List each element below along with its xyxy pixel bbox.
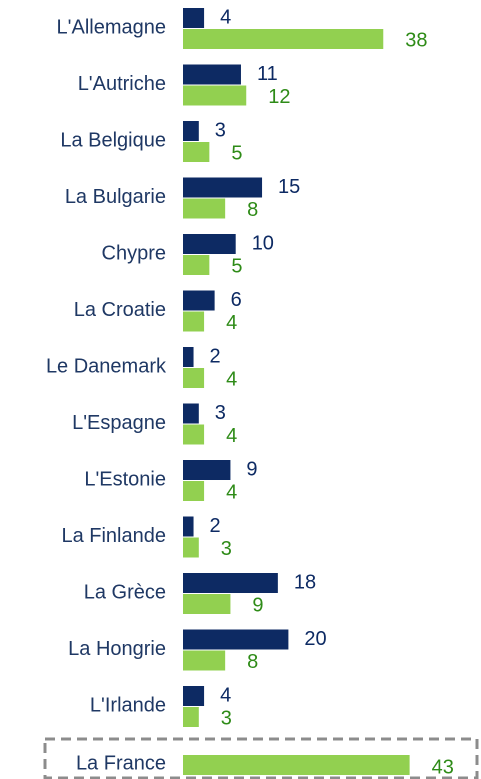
bar: [183, 707, 199, 727]
value-label: 18: [294, 571, 316, 593]
bar: [183, 121, 199, 141]
value-label: 43: [432, 756, 454, 778]
value-label: 3: [215, 119, 226, 141]
value-label: 20: [304, 628, 326, 650]
value-label: 5: [231, 255, 242, 277]
bar: [183, 64, 241, 85]
category-label: La Croatie: [74, 299, 166, 321]
bar: [183, 516, 194, 537]
category-label: Chypre: [102, 242, 166, 264]
bar: [183, 537, 199, 558]
value-label: 3: [215, 402, 226, 424]
value-label: 15: [278, 176, 300, 198]
category-label: La Grèce: [84, 581, 166, 603]
category-label: L'Irlande: [90, 694, 166, 716]
value-label: 4: [226, 312, 237, 334]
value-label: 2: [210, 345, 221, 367]
bar: [183, 594, 231, 614]
value-label: 4: [220, 6, 231, 28]
value-label: 5: [231, 142, 242, 164]
bar: [183, 142, 210, 162]
bar: [183, 29, 384, 49]
category-label: L'Autriche: [78, 73, 166, 95]
bar: [183, 755, 410, 775]
bar: [183, 311, 205, 332]
value-label: 38: [405, 29, 427, 51]
value-label: 4: [220, 684, 231, 706]
value-label: 9: [246, 458, 257, 480]
bar: [183, 573, 278, 593]
category-label: La Hongrie: [68, 638, 166, 660]
value-label: 3: [221, 538, 232, 560]
value-label: 10: [252, 232, 274, 254]
bar: [183, 686, 205, 706]
bar: [183, 403, 199, 424]
bar: [183, 177, 263, 198]
highlight-box: [43, 737, 479, 779]
bar: [183, 234, 236, 254]
bar: [183, 347, 194, 367]
value-label: 9: [252, 594, 263, 616]
bar: [183, 481, 205, 501]
bar: [183, 255, 210, 275]
value-label: 4: [226, 481, 237, 503]
bar: [183, 85, 247, 106]
bar: [183, 424, 205, 445]
category-label: L'Espagne: [72, 412, 166, 434]
value-label: 12: [268, 86, 290, 108]
value-label: 8: [247, 199, 258, 221]
bar: [183, 290, 215, 311]
category-label: La France: [76, 752, 166, 774]
value-label: 3: [221, 707, 232, 729]
bar: [183, 198, 226, 219]
value-label: 8: [247, 651, 258, 673]
value-label: 4: [226, 425, 237, 447]
value-label: 2: [210, 515, 221, 537]
value-label: 6: [231, 289, 242, 311]
bar: [183, 629, 289, 650]
value-label: 4: [226, 368, 237, 390]
bar: [183, 368, 205, 388]
category-label: La Bulgarie: [65, 186, 166, 208]
category-label: Le Danemark: [46, 355, 167, 377]
category-label: La Belgique: [60, 129, 166, 151]
category-label: L'Allemagne: [57, 16, 166, 38]
value-label: 11: [257, 63, 278, 85]
bar: [183, 8, 205, 28]
bar: [183, 650, 226, 671]
bar: [183, 460, 231, 480]
category-label: L'Estonie: [84, 468, 166, 490]
category-label: La Finlande: [61, 525, 166, 547]
